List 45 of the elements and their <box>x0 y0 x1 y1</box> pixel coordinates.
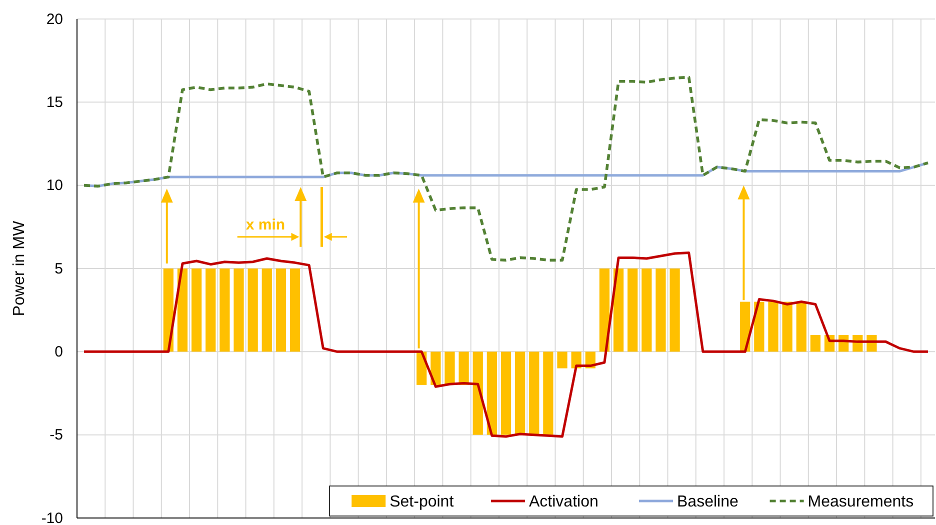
bar <box>248 268 258 352</box>
bar <box>458 352 469 385</box>
bar <box>670 268 680 352</box>
y-tick-label: -10 <box>41 510 63 525</box>
bar <box>599 268 610 352</box>
bar <box>191 268 202 352</box>
bar <box>628 268 638 352</box>
y-tick-label: 10 <box>46 177 63 194</box>
y-tick-label: -5 <box>50 426 63 444</box>
bar <box>500 352 512 435</box>
bar <box>796 302 806 352</box>
bar <box>515 352 526 435</box>
annotation: x min <box>246 216 286 234</box>
bar <box>754 302 764 352</box>
bar <box>613 268 624 352</box>
bar <box>220 268 230 352</box>
y-tick-label: 5 <box>54 260 63 278</box>
legend-label: Activation <box>529 494 598 510</box>
line-series <box>82 251 930 438</box>
bar <box>642 268 652 352</box>
legend-label: Measurements <box>808 494 914 510</box>
bar <box>276 268 286 352</box>
bar <box>557 352 568 368</box>
y-tick-label: 0 <box>54 343 63 360</box>
bar <box>810 335 821 352</box>
y-tick-label: 20 <box>46 10 63 28</box>
bar <box>656 268 666 352</box>
bar <box>430 352 441 385</box>
line-series <box>82 76 930 262</box>
bar <box>529 352 540 435</box>
bar <box>486 352 497 435</box>
bar <box>782 302 792 352</box>
bar <box>472 352 483 435</box>
bar <box>768 302 778 352</box>
bar <box>543 352 554 435</box>
bar <box>234 268 244 352</box>
bar <box>177 268 188 352</box>
y-axis-title: Power in MW <box>11 220 28 316</box>
legend-label: Baseline <box>677 494 738 510</box>
bar <box>206 268 216 352</box>
bar <box>444 352 455 385</box>
bar <box>290 268 300 352</box>
legend-label: Set-point <box>390 494 454 510</box>
y-tick-label: 15 <box>46 94 63 111</box>
bar <box>262 268 272 352</box>
